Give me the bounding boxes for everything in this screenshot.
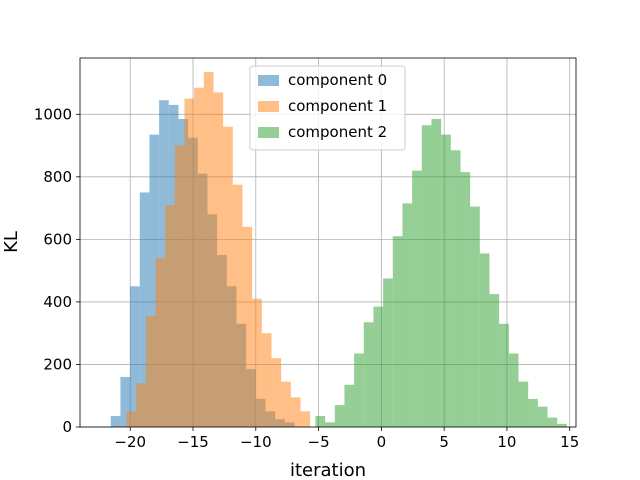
histogram-bar [412,170,422,427]
histogram-bar [130,286,140,427]
histogram-bar [223,126,233,428]
histogram-bar [120,376,131,427]
histogram-bar [547,417,558,427]
legend-label: component 1 [288,97,387,115]
histogram-bar [110,416,121,427]
ticks-layer: −20 −15 −10 −5 0 5 10 15 0 200 400 600 800 1000 [34,105,579,451]
y-tick-label: 0 [62,418,72,436]
histogram-bar [232,184,243,427]
y-tick-label: 200 [43,355,72,373]
x-tick-label: 15 [560,433,579,451]
x-tick-label: 10 [497,433,516,451]
histogram-bar [557,423,567,427]
histogram-bar [252,298,262,427]
histogram-bar [450,150,461,427]
histogram-bar [149,134,160,427]
legend-swatch [258,75,279,86]
histogram-bar [242,226,253,427]
x-tick-label: −20 [114,433,146,451]
x-tick-label: 0 [377,433,387,451]
histogram-bar [281,381,291,427]
histogram-bar [344,384,355,427]
bars-layer [110,72,567,428]
histogram-bar [290,397,301,427]
histogram-bar [261,333,272,427]
histogram-bar [363,322,374,427]
y-tick-label: 800 [43,168,72,186]
histogram-bar [489,294,500,427]
histogram-bar [431,118,442,427]
histogram-bar [325,422,335,427]
histogram-bar [528,398,538,427]
histogram-bar [203,72,214,428]
histogram-bar [155,258,166,427]
legend-swatch [258,101,279,112]
histogram-bar [460,172,471,427]
histogram-bar [194,87,204,427]
series-1-bars [126,72,311,428]
histogram-bar [145,315,156,427]
y-tick-label: 400 [43,293,72,311]
histogram-bar [402,203,413,427]
legend-label: component 0 [288,71,387,89]
legend-label: component 2 [288,123,387,141]
legend: component 0 component 1 component 2 [249,65,406,151]
histogram-bar [479,253,490,427]
histogram-bar [392,236,403,427]
legend-swatch [258,127,279,138]
histogram-bar [300,411,311,427]
histogram-bar [271,358,282,427]
histogram-bar [334,405,345,427]
x-tick-label: −10 [240,433,272,451]
histogram-bar [139,192,150,427]
histogram-bar [213,92,224,427]
plot-frame [79,57,577,428]
y-axis-label: KL [1,231,22,253]
x-axis-label: iteration [290,460,366,480]
histogram-bar [136,383,146,427]
y-tick-label: 600 [43,230,72,248]
histogram-bar [470,206,480,427]
histogram-bar [537,406,548,427]
series-2-bars [315,118,567,428]
histogram-bar [165,204,175,427]
x-tick-label: −15 [177,433,209,451]
legend-box [249,65,406,151]
x-tick-label: −5 [308,433,330,451]
histogram-bar [315,416,326,427]
histogram-bar [354,353,364,427]
histogram-bar [499,323,509,427]
histogram-bar [184,98,195,428]
histogram-bar [126,411,137,427]
histogram-bar [508,353,519,427]
x-tick-label: 5 [439,433,449,451]
histogram-bar [373,306,384,427]
histogram-bar [174,145,185,427]
histogram-bar [518,381,529,427]
histogram-bar [383,278,393,427]
y-tick-label: 1000 [34,105,72,123]
histogram-bar [421,125,432,428]
histogram-bar [441,134,451,427]
